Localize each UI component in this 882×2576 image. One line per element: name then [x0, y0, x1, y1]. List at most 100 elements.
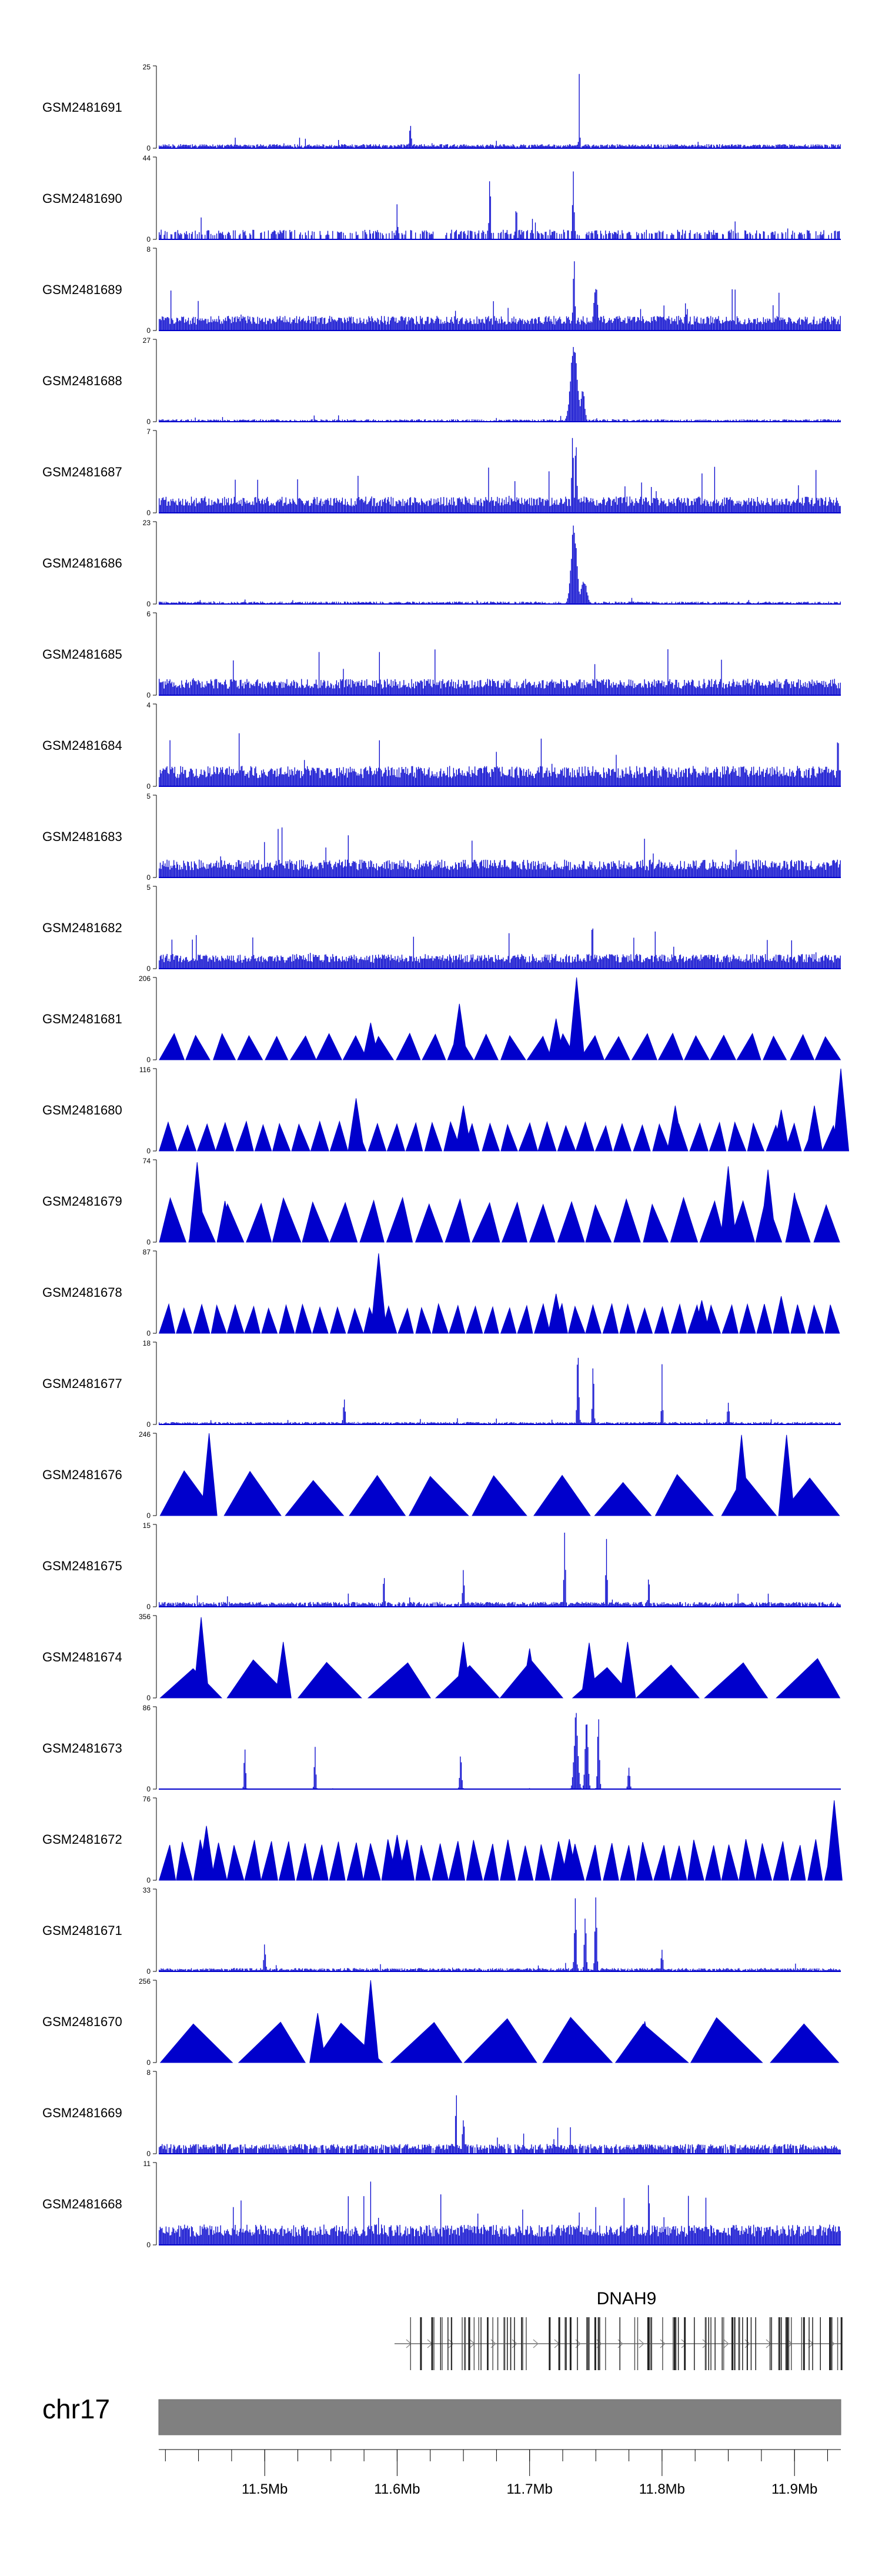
- gene-exon: [447, 2317, 449, 2370]
- track-label: GSM2481689: [42, 282, 122, 297]
- signal-spike: [201, 1433, 218, 1516]
- signal-triangle: [727, 1121, 747, 1152]
- y-min-label: 0: [146, 1056, 151, 1064]
- signal-triangle: [211, 1304, 227, 1334]
- signal-spike: [547, 1293, 564, 1334]
- signal-bars: [159, 74, 841, 148]
- track-label: GSM2481690: [42, 191, 122, 206]
- gene-exon: [634, 2317, 636, 2370]
- track-label: GSM2481671: [42, 1923, 122, 1938]
- signal-triangle: [297, 1661, 362, 1699]
- signal-triangle: [613, 1198, 641, 1243]
- signal-triangle: [424, 1122, 443, 1152]
- y-max-label: 11: [143, 2160, 151, 2168]
- signal-spike: [362, 1022, 379, 1060]
- signal-triangle: [670, 1845, 687, 1881]
- signal-triangle: [585, 1204, 612, 1243]
- axis-tick-label: 11.6Mb: [374, 2481, 420, 2497]
- signal-spike: [275, 1641, 292, 1699]
- gene-exon: [431, 2317, 433, 2370]
- signal-spike: [667, 1105, 684, 1152]
- track-GSM2481673: GSM2481673 86 0: [42, 1704, 841, 1793]
- track-label: GSM2481677: [42, 1376, 122, 1391]
- signal-spike: [733, 1434, 750, 1516]
- signal-triangle: [265, 1036, 289, 1060]
- signal-spike: [309, 2013, 326, 2063]
- y-min-label: 0: [146, 2150, 151, 2158]
- y-min-label: 0: [146, 326, 151, 335]
- track-GSM2481672: GSM2481672 76 0: [42, 1795, 843, 1884]
- signal-bars: [159, 928, 841, 969]
- signal-triangle: [226, 1659, 292, 1699]
- signal-triangle: [261, 1307, 278, 1334]
- track-label: GSM2481691: [42, 100, 122, 115]
- signal-triangle: [449, 1304, 466, 1334]
- gene-exon: [564, 2317, 566, 2370]
- gene-exon: [769, 2317, 771, 2370]
- signal-bars: [159, 261, 841, 331]
- axis-tick-label: 11.7Mb: [507, 2481, 553, 2497]
- gene-exon: [808, 2317, 810, 2370]
- signal-triangle: [432, 1843, 449, 1881]
- signal-bars: [159, 525, 841, 604]
- gene-exon: [829, 2317, 831, 2370]
- gene-exon: [420, 2317, 422, 2370]
- signal-triangle: [604, 1036, 630, 1060]
- gene-exon: [803, 2317, 805, 2370]
- y-max-label: 23: [143, 519, 151, 527]
- gene-exon: [480, 2317, 482, 2370]
- y-min-label: 0: [146, 509, 151, 517]
- y-max-label: 18: [143, 1339, 151, 1347]
- track-label: GSM2481668: [42, 2197, 122, 2211]
- y-min-label: 0: [146, 1329, 151, 1337]
- signal-spike: [832, 1068, 850, 1152]
- signal-spike: [521, 1648, 538, 1699]
- gene-strand-arrow: [533, 2339, 539, 2348]
- gene-exon: [675, 2317, 677, 2370]
- gene-exon: [704, 2317, 707, 2370]
- gene-exon: [677, 2317, 679, 2370]
- signal-triangle: [226, 1304, 245, 1334]
- y-min-label: 0: [146, 965, 151, 973]
- signal-triangle: [699, 1200, 726, 1243]
- y-max-label: 25: [143, 63, 151, 71]
- signal-triangle: [529, 1203, 556, 1243]
- track-GSM2481677: GSM2481677 18 0: [42, 1339, 841, 1429]
- signal-bars: [159, 1357, 841, 1424]
- signal-triangle: [533, 1474, 591, 1516]
- gene-exon: [594, 2317, 596, 2370]
- track-label: GSM2481670: [42, 2014, 122, 2029]
- signal-bars: [159, 2181, 841, 2245]
- y-max-label: 76: [143, 1795, 151, 1803]
- y-min-label: 0: [146, 2058, 151, 2067]
- signal-triangle: [763, 1035, 787, 1060]
- signal-triangle: [807, 1839, 823, 1881]
- gene-exon: [440, 2317, 442, 2370]
- signal-triangle: [602, 1303, 619, 1334]
- signal-spike: [561, 1838, 578, 1881]
- signal-spike: [720, 1166, 737, 1243]
- y-min-label: 0: [146, 873, 151, 882]
- signal-triangle: [211, 1843, 228, 1881]
- signal-spike: [580, 1643, 598, 1699]
- signal-bars: [159, 733, 841, 786]
- signal-triangle: [739, 1838, 756, 1881]
- signal-triangle: [501, 1201, 527, 1243]
- signal-spike: [806, 1105, 823, 1152]
- y-max-label: 74: [143, 1157, 151, 1165]
- gene-exon: [779, 2317, 781, 2370]
- gene-exon: [569, 2317, 572, 2370]
- gene-exon: [577, 2317, 578, 2370]
- signal-triangle: [500, 1123, 518, 1152]
- track-label: GSM2481673: [42, 1741, 122, 1756]
- y-max-label: 27: [143, 336, 151, 345]
- signal-spike: [693, 1300, 710, 1334]
- signal-triangle: [330, 1306, 346, 1334]
- y-min-label: 0: [146, 1603, 151, 1611]
- signal-triangle: [500, 1035, 526, 1060]
- y-max-label: 4: [146, 701, 151, 709]
- signal-triangle: [537, 1121, 557, 1152]
- track-GSM2481674: GSM2481674 356 0: [42, 1613, 841, 1702]
- y-max-label: 6: [146, 610, 151, 618]
